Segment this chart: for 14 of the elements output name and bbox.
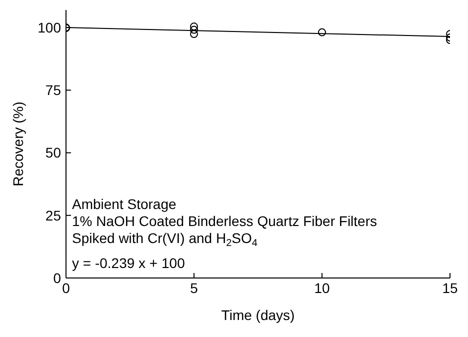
annotation: 1% NaOH Coated Binderless Quartz Fiber Filters (72, 213, 377, 229)
annotation: Ambient Storage (72, 196, 176, 212)
y-tick-label: 25 (45, 207, 62, 224)
x-tick-label: 5 (190, 280, 198, 296)
annotation: Spiked with Cr(VI) and H$_{2}$SO$_{4}$ (72, 230, 258, 249)
y-tick-label: 100 (38, 20, 62, 36)
annotation: y = -0.239 x + 100 (72, 255, 186, 271)
x-tick-label: 15 (442, 280, 458, 296)
y-axis-title: Recovery (%) (10, 102, 26, 186)
x-tick-label: 10 (314, 280, 330, 296)
y-tick-label: 0 (53, 270, 62, 286)
y-tick-label: 75 (45, 82, 62, 98)
y-tick-label: 50 (45, 144, 62, 161)
x-axis-title: Time (days) (221, 307, 295, 323)
